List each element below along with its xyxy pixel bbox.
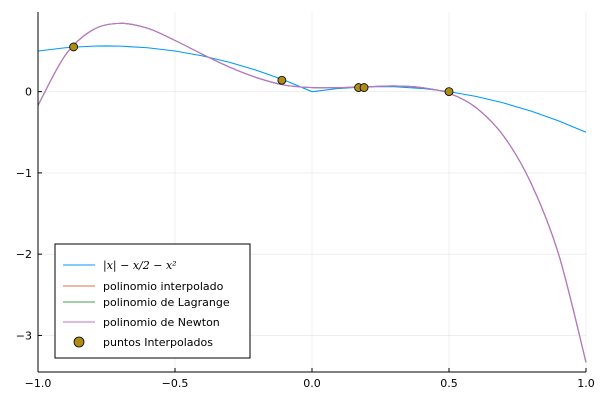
series-line-3 <box>37 22 587 363</box>
interpolated-point <box>359 83 369 92</box>
interpolated-point <box>69 42 79 52</box>
series-line-0 <box>37 45 587 133</box>
interpolated-point <box>444 87 454 97</box>
legend-label-1: polinomio interpolado <box>103 280 224 293</box>
x-tick-label: 1.0 <box>577 377 595 390</box>
tick-labels: −1.0 −0.5 0.0 0.5 1.0 −3 −2 −1 0 <box>16 86 595 390</box>
legend: |x| − x/2 − x² polinomio interpolado polin… <box>54 243 251 359</box>
x-tick-label: 0.5 <box>440 377 458 390</box>
series-points <box>69 42 454 97</box>
legend-label-2: polinomio de Lagrange <box>103 296 230 309</box>
y-tick-label: −3 <box>16 329 32 342</box>
interpolated-point <box>277 75 287 85</box>
x-tick-label: 0.0 <box>303 377 321 390</box>
legend-swatch-4 <box>73 336 85 348</box>
series-lines <box>37 22 587 363</box>
legend-label-0: |x| − x/2 − x² <box>103 259 177 273</box>
y-tick-label: 0 <box>25 86 32 99</box>
legend-label-3: polinomio de Newton <box>103 316 220 329</box>
y-tick-label: −1 <box>16 167 32 180</box>
x-tick-label: −0.5 <box>162 377 189 390</box>
y-tick-label: −2 <box>16 248 32 261</box>
x-tick-label: −1.0 <box>25 377 52 390</box>
axes <box>37 12 587 373</box>
legend-label-4: puntos Interpolados <box>103 336 213 349</box>
legend-box <box>54 243 251 359</box>
